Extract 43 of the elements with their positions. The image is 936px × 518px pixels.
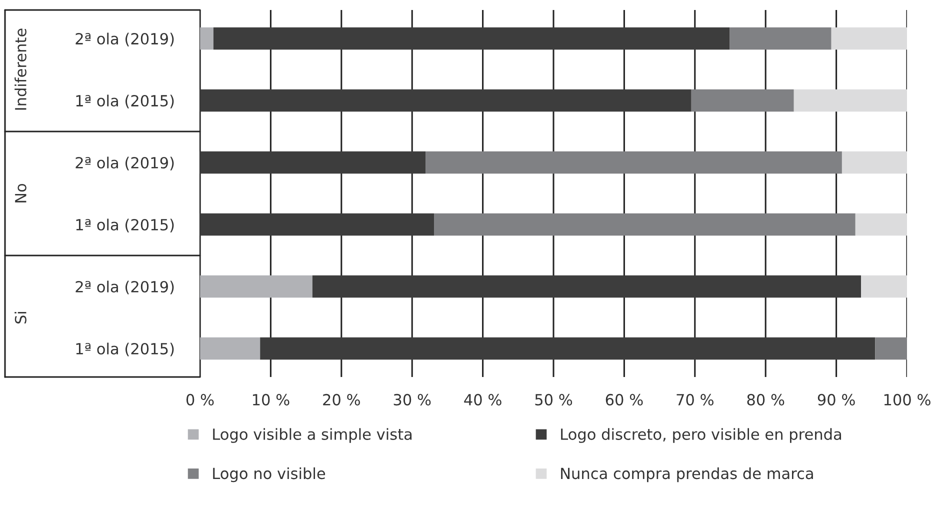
legend-label: Logo visible a simple vista xyxy=(213,428,412,443)
bar xyxy=(200,27,214,50)
legend-label: Nunca compra prendas de marca xyxy=(561,467,813,482)
bar xyxy=(200,151,426,174)
y-tick-label: 1ª ola (2015) xyxy=(76,342,174,356)
x-tick-label: 0 % xyxy=(186,394,214,406)
y-tick-label: 1ª ola (2015) xyxy=(76,218,174,232)
bar xyxy=(691,89,794,112)
x-tick-label: 30 % xyxy=(394,394,431,406)
x-tick-label: 90 % xyxy=(818,394,855,406)
y-tick-label: 2ª ola (2019) xyxy=(76,156,174,170)
x-tick-label: 10 % xyxy=(252,394,290,406)
x-tick-label: 100 % xyxy=(884,394,930,406)
y-tick-label: 2ª ola (2019) xyxy=(76,280,174,294)
legend-label: Logo discreto, pero visible en prenda xyxy=(561,428,842,443)
bar xyxy=(875,337,907,360)
y-tick-label: 1ª ola (2015) xyxy=(76,94,174,108)
bar xyxy=(426,151,842,174)
bar xyxy=(312,275,862,298)
bar xyxy=(730,27,832,50)
x-tick-label: 80 % xyxy=(747,394,784,406)
text: Indiferente xyxy=(14,28,26,110)
x-tick-label: 70 % xyxy=(676,394,714,406)
bar xyxy=(213,27,730,50)
bar xyxy=(831,27,907,50)
x-tick-label: 50 % xyxy=(535,394,572,406)
bar xyxy=(794,89,907,112)
bar xyxy=(855,213,907,236)
bar xyxy=(200,213,434,236)
bar xyxy=(200,89,692,112)
text: Si xyxy=(14,312,26,324)
bar xyxy=(260,337,876,360)
bar xyxy=(200,337,260,360)
x-tick-label: 40 % xyxy=(464,394,502,406)
text: No xyxy=(15,184,26,202)
y-tick-label: 2ª ola (2019) xyxy=(76,32,174,46)
bar xyxy=(200,275,312,298)
x-tick-label: 60 % xyxy=(606,394,643,406)
bar xyxy=(434,213,856,236)
x-tick-label: 20 % xyxy=(323,394,360,406)
bar xyxy=(861,275,907,298)
legend-label: Logo no visible xyxy=(213,467,326,482)
bar xyxy=(842,151,907,174)
